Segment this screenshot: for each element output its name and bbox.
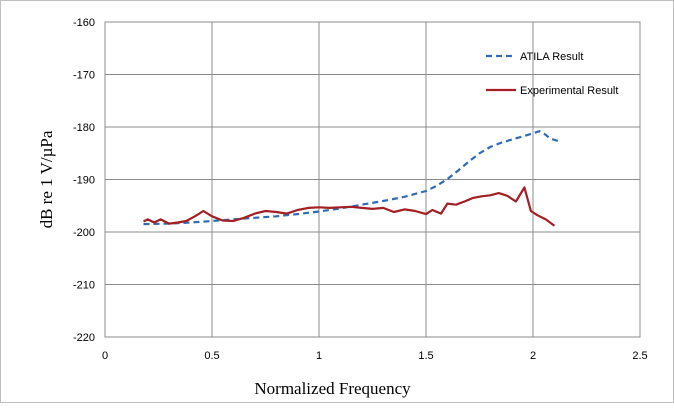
x-axis-label: Normalized Frequency	[254, 379, 411, 398]
y-tick-label: -220	[73, 332, 95, 344]
series-line-experimental-result	[143, 186, 556, 227]
plot-area-border	[104, 21, 641, 338]
x-tick-label: 1	[316, 350, 322, 362]
tick-labels: -160 -170 -180 -190 -200 -210 -220 0 0.5 1 1.5 2 2.5	[73, 17, 648, 362]
x-tick-label: 2.5	[632, 350, 647, 362]
y-tick-label: -210	[73, 280, 95, 292]
x-tick-label: 1.5	[418, 350, 433, 362]
x-tick-label: 0.5	[204, 350, 219, 362]
legend-label-1: Experimental Result	[520, 85, 618, 97]
legend-label-0: ATILA Result	[520, 51, 583, 63]
data-series	[143, 130, 560, 227]
legend: ATILA Result Experimental Result	[486, 51, 618, 97]
y-tick-label: -180	[73, 122, 95, 134]
y-tick-label: -190	[73, 175, 95, 187]
y-tick-label: -160	[73, 17, 95, 29]
y-tick-label: -200	[73, 227, 95, 239]
y-axis-label: dB re 1 V/µPa	[37, 130, 56, 228]
x-tick-label: 0	[102, 350, 108, 362]
x-tick-label: 2	[530, 350, 536, 362]
y-tick-label: -170	[73, 70, 95, 82]
